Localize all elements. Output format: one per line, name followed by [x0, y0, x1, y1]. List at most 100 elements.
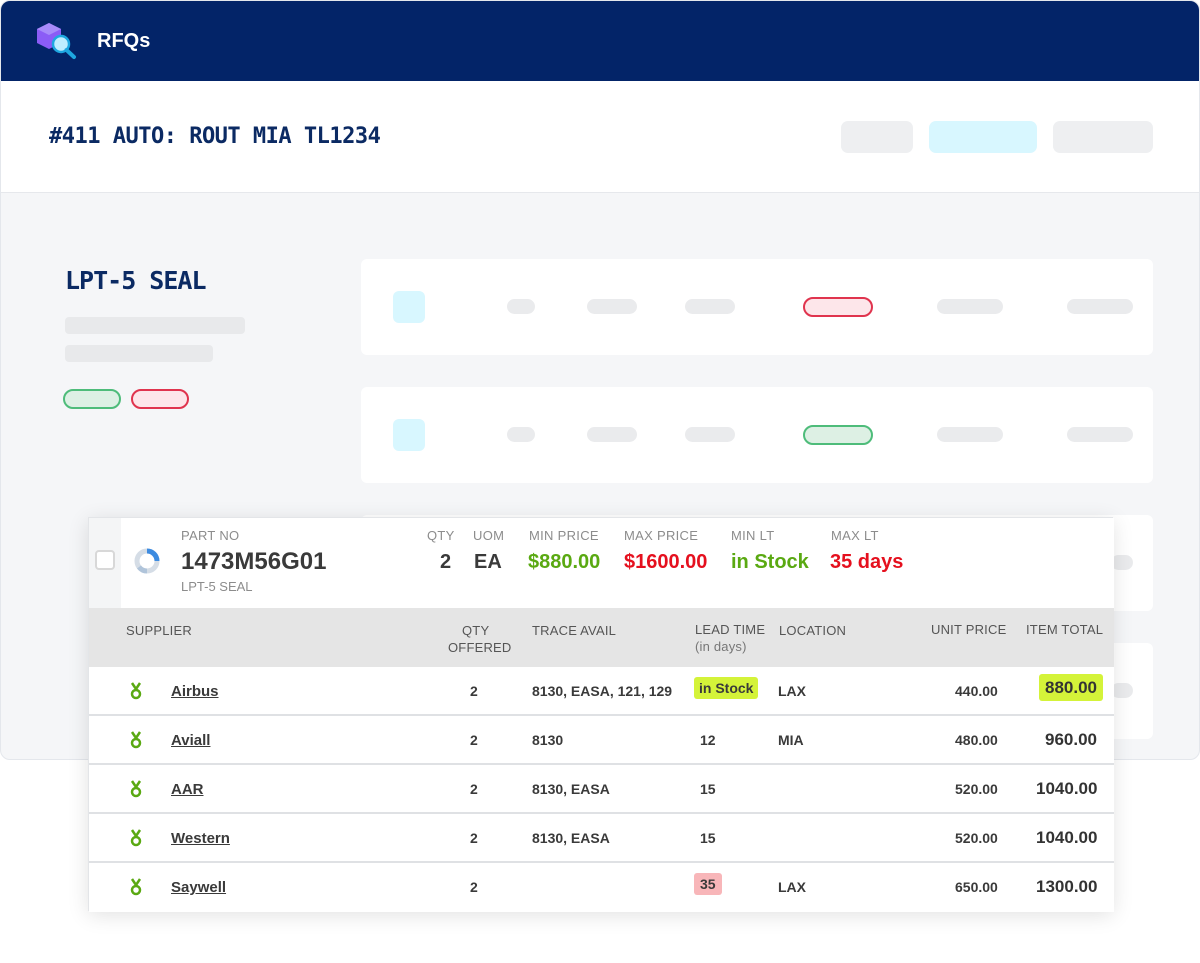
rfq-title: #411 AUTO: ROUT MIA TL1234 [49, 124, 381, 149]
placeholder-pill [587, 427, 637, 442]
placeholder-pill [1067, 427, 1133, 442]
header-action-button-1[interactable] [841, 121, 913, 153]
supplier-link[interactable]: Aviall [171, 732, 211, 749]
placeholder-pill [685, 427, 735, 442]
qty-offered-cell: 2 [470, 879, 478, 895]
col-trace-avail[interactable]: TRACE AVAIL [532, 623, 617, 638]
status-pill-green [63, 389, 121, 409]
item-total-cell: 960.00 [1045, 730, 1097, 749]
lead-time-cell: 35 [694, 873, 722, 895]
placeholder-pill [507, 299, 535, 314]
qty-label: QTY [427, 528, 455, 543]
header-action-button-2[interactable] [1053, 121, 1153, 153]
best-total-badge: 880.00 [1039, 674, 1103, 701]
min-price-label: MIN PRICE [529, 528, 599, 543]
table-row[interactable]: Aviall 2 8130 12 MIA 480.00 960.00 [89, 716, 1114, 765]
trace-cell: 8130, EASA [532, 830, 610, 846]
row-thumbnail [393, 291, 425, 323]
uom-label: UOM [473, 528, 505, 543]
max-lead-badge: 35 [694, 873, 722, 895]
location-cell: LAX [778, 879, 806, 895]
table-row[interactable]: Airbus 2 8130, EASA, 121, 129 in Stock L… [89, 667, 1114, 716]
col-location[interactable]: LOCATION [779, 623, 847, 638]
supplier-link[interactable]: Airbus [171, 683, 219, 700]
placeholder-line [65, 317, 245, 334]
qty-value: 2 [440, 551, 452, 573]
max-lt-label: MAX LT [831, 528, 879, 543]
uom-value: EA [474, 551, 502, 573]
medal-icon [130, 878, 142, 896]
lead-time-cell: 15 [700, 781, 716, 797]
in-stock-badge: in Stock [694, 677, 759, 699]
rfq-search-logo-icon[interactable] [35, 21, 79, 61]
placeholder-pill [1067, 299, 1133, 314]
item-total-cell: 1040.00 [1036, 828, 1098, 847]
part-summary: PART NO 1473M56G01 LPT-5 SEAL QTY 2 UOM … [89, 518, 1114, 608]
status-pill-red [131, 389, 189, 409]
trace-cell: 8130, EASA [532, 781, 610, 797]
part-title: LPT-5 SEAL [65, 266, 207, 295]
supplier-link[interactable]: Western [171, 830, 230, 847]
status-pill-red [803, 297, 873, 317]
quotes-table-header: SUPPLIER QTY OFFERED TRACE AVAIL LEAD TI… [89, 608, 1114, 667]
unit-price-cell: 440.00 [955, 683, 998, 699]
medal-icon [130, 682, 142, 700]
spinner-icon [134, 548, 160, 574]
unit-price-cell: 520.00 [955, 781, 998, 797]
select-part-checkbox[interactable] [95, 550, 115, 570]
max-price-label: MAX PRICE [624, 528, 699, 543]
item-total-cell: 880.00 [1039, 674, 1103, 701]
qty-offered-cell: 2 [470, 683, 478, 699]
header-action-button-primary[interactable] [929, 121, 1037, 153]
table-row[interactable]: Saywell 2 35 LAX 650.00 1300.00 [89, 863, 1114, 912]
trace-cell: 8130, EASA, 121, 129 [532, 683, 673, 699]
col-lead-time-line2: (in days) [695, 639, 747, 654]
col-item-total[interactable]: ITEM TOTAL [1026, 622, 1104, 637]
placeholder-pill [1111, 683, 1133, 698]
status-pill-green [803, 425, 873, 445]
row-thumbnail [393, 419, 425, 451]
col-unit-price[interactable]: UNIT PRICE [931, 622, 1007, 637]
qty-offered-cell: 2 [470, 781, 478, 797]
quote-row-card[interactable] [361, 387, 1153, 483]
table-row[interactable]: Western 2 8130, EASA 15 520.00 1040.00 [89, 814, 1114, 863]
max-lt-value: 35 days [830, 551, 904, 573]
max-price-value: $1600.00 [624, 551, 708, 573]
min-lt-label: MIN LT [731, 528, 775, 543]
placeholder-pill [587, 299, 637, 314]
supplier-link[interactable]: Saywell [171, 879, 227, 896]
col-qty-offered-line1[interactable]: QTY [462, 623, 490, 638]
qty-offered-cell: 2 [470, 830, 478, 846]
unit-price-cell: 650.00 [955, 879, 998, 895]
item-total-cell: 1300.00 [1036, 877, 1098, 896]
lead-time-cell: in Stock [694, 677, 759, 699]
col-supplier[interactable]: SUPPLIER [126, 623, 192, 638]
part-detail-panel: PART NO 1473M56G01 LPT-5 SEAL QTY 2 UOM … [88, 517, 1114, 912]
part-description: LPT-5 SEAL [181, 579, 253, 594]
location-cell: LAX [778, 683, 806, 699]
col-qty-offered-line2[interactable]: OFFERED [448, 640, 512, 655]
medal-icon [130, 780, 142, 798]
placeholder-pill [1111, 555, 1133, 570]
supplier-link[interactable]: AAR [171, 781, 204, 798]
unit-price-cell: 520.00 [955, 830, 998, 846]
medal-icon [130, 829, 142, 847]
placeholder-pill [937, 427, 1003, 442]
rfq-header: #411 AUTO: ROUT MIA TL1234 [1, 81, 1199, 193]
lead-time-cell: 15 [700, 830, 716, 846]
location-cell: MIA [778, 732, 804, 748]
placeholder-pill [937, 299, 1003, 314]
placeholder-line [65, 345, 213, 362]
item-total-cell: 1040.00 [1036, 779, 1098, 798]
table-row[interactable]: AAR 2 8130, EASA 15 520.00 1040.00 [89, 765, 1114, 814]
unit-price-cell: 480.00 [955, 732, 998, 748]
min-lt-value: in Stock [731, 551, 809, 573]
quote-row-card[interactable] [361, 259, 1153, 355]
col-lead-time-line1[interactable]: LEAD TIME [695, 622, 766, 637]
top-bar: RFQs [1, 1, 1199, 81]
trace-cell: 8130 [532, 732, 564, 748]
app-title: RFQs [97, 30, 151, 52]
part-no-value: 1473M56G01 [181, 548, 327, 575]
medal-icon [130, 731, 142, 749]
part-no-label: PART NO [181, 528, 240, 543]
